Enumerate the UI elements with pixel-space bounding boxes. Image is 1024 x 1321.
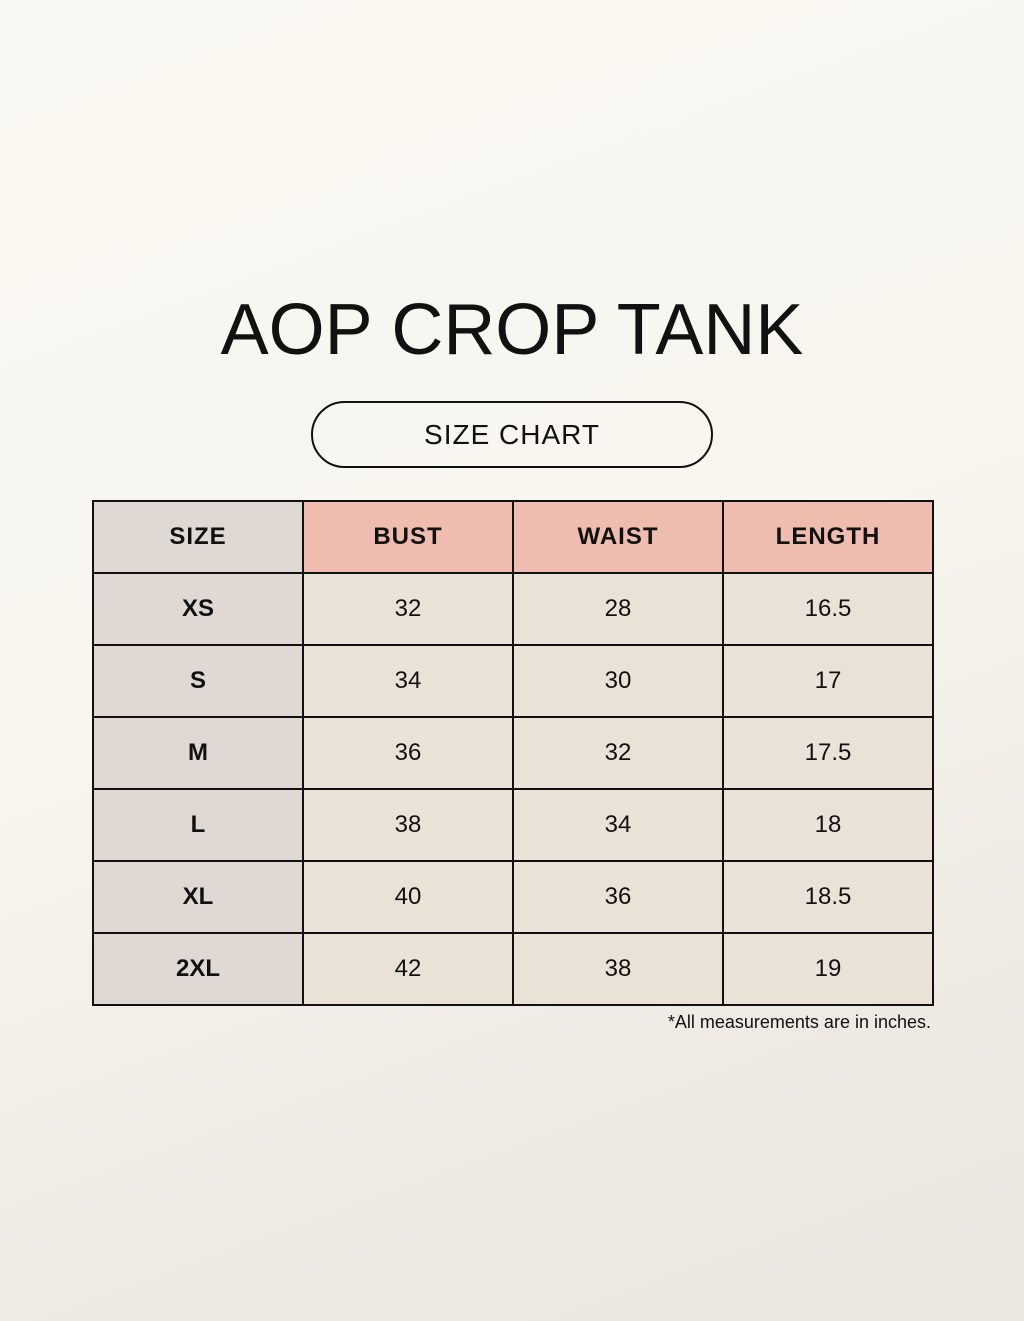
measurement-cell: 18.5 (722, 860, 934, 934)
size-cell: XS (92, 572, 304, 646)
table-row: XS 32 28 16.5 (92, 572, 934, 646)
table-row: L 38 34 18 (92, 788, 934, 862)
column-header: SIZE (92, 500, 304, 574)
measurement-cell: 40 (302, 860, 514, 934)
column-header: LENGTH (722, 500, 934, 574)
table-header-row: SIZE BUST WAIST LENGTH (92, 500, 934, 574)
table-row: S 34 30 17 (92, 644, 934, 718)
size-cell: L (92, 788, 304, 862)
size-chart-label: SIZE CHART (311, 401, 713, 468)
size-cell: XL (92, 860, 304, 934)
measurement-cell: 36 (512, 860, 724, 934)
measurement-cell: 17.5 (722, 716, 934, 790)
measurement-cell: 18 (722, 788, 934, 862)
size-table: SIZE BUST WAIST LENGTH XS 32 28 16.5 S 34 30 17 M 36… (92, 500, 934, 1006)
measurement-cell: 38 (512, 932, 724, 1006)
page-title: AOP CROP TANK (220, 290, 804, 370)
measurement-cell: 32 (302, 572, 514, 646)
size-cell: 2XL (92, 932, 304, 1006)
measurement-cell: 38 (302, 788, 514, 862)
measurement-note: *All measurements are in inches. (667, 1012, 931, 1032)
table-row: 2XL 42 38 19 (92, 932, 934, 1006)
measurement-cell: 17 (722, 644, 934, 718)
measurement-cell: 36 (302, 716, 514, 790)
measurement-cell: 34 (302, 644, 514, 718)
measurement-cell: 30 (512, 644, 724, 718)
size-cell: S (92, 644, 304, 718)
measurement-cell: 32 (512, 716, 724, 790)
measurement-cell: 28 (512, 572, 724, 646)
measurement-cell: 16.5 (722, 572, 934, 646)
column-header: WAIST (512, 500, 724, 574)
size-cell: M (92, 716, 304, 790)
table-row: M 36 32 17.5 (92, 716, 934, 790)
measurement-cell: 42 (302, 932, 514, 1006)
column-header: BUST (302, 500, 514, 574)
table-row: XL 40 36 18.5 (92, 860, 934, 934)
measurement-cell: 34 (512, 788, 724, 862)
measurement-cell: 19 (722, 932, 934, 1006)
